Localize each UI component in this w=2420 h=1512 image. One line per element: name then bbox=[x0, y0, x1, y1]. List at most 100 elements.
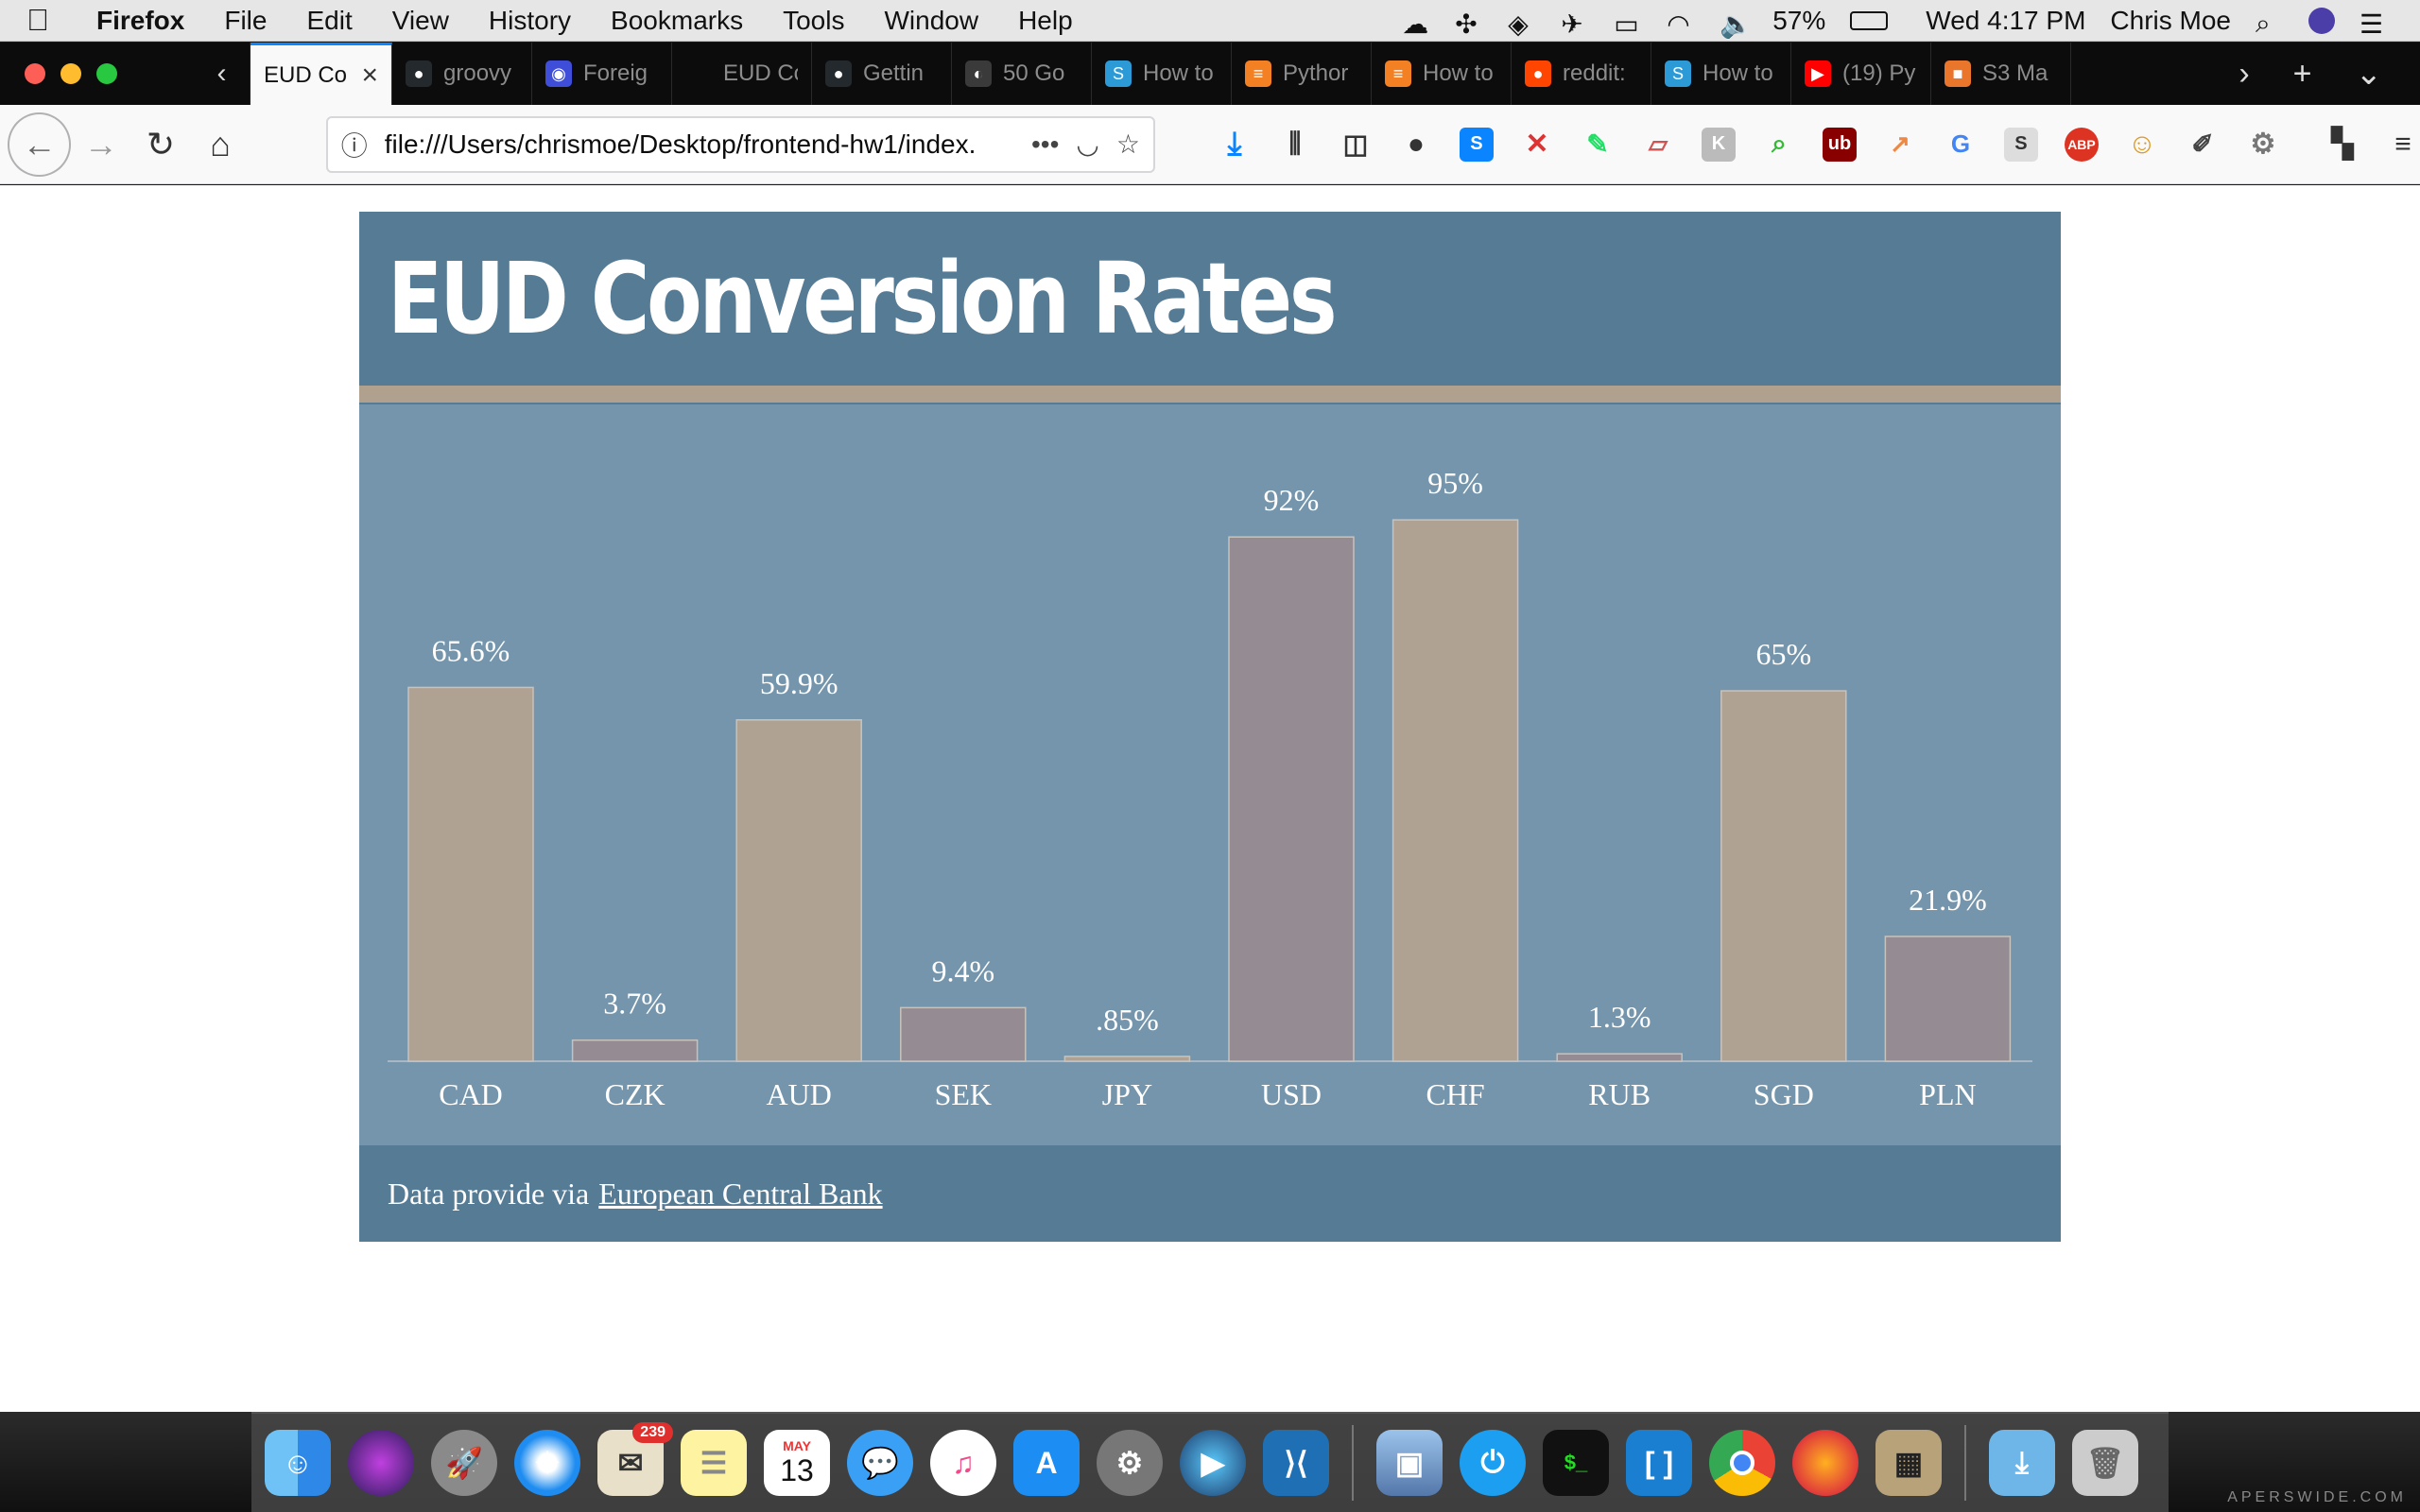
tab[interactable]: ≡ Pythor bbox=[1232, 43, 1372, 105]
extension-chart-icon[interactable]: ↗ bbox=[1890, 129, 1910, 158]
zoom-window-button[interactable] bbox=[96, 63, 117, 84]
system-preferences-icon[interactable]: ⚙ bbox=[1097, 1430, 1163, 1496]
menu-file[interactable]: File bbox=[224, 5, 268, 35]
extension-s-icon[interactable]: S bbox=[1459, 127, 1494, 162]
menu-history[interactable]: History bbox=[488, 5, 572, 35]
chrome-icon[interactable] bbox=[1709, 1430, 1775, 1496]
launchpad-icon[interactable]: 🚀 bbox=[431, 1430, 497, 1496]
menu-window[interactable]: Window bbox=[884, 5, 979, 35]
notes-icon[interactable]: ☰ bbox=[681, 1430, 747, 1496]
tab-active[interactable]: EUD Co × bbox=[251, 43, 392, 105]
value-label-sek: 9.4% bbox=[931, 954, 994, 988]
tab[interactable]: ● reddit: bbox=[1512, 43, 1651, 105]
firefox-dock-icon[interactable] bbox=[1792, 1430, 1858, 1496]
url-bar[interactable]: ⓘ file:///Users/chrismoe/Desktop/fronten… bbox=[325, 115, 1155, 173]
forward-button[interactable]: → bbox=[83, 124, 118, 163]
settings-gear-icon[interactable]: ⚙ bbox=[2250, 129, 2276, 160]
reload-button[interactable]: ↻ bbox=[146, 124, 176, 163]
tampermonkey-icon[interactable]: ☺ bbox=[2127, 128, 2157, 160]
calendar-icon[interactable]: MAY 13 bbox=[764, 1430, 830, 1496]
minimize-window-button[interactable] bbox=[60, 63, 81, 84]
extension-search-icon[interactable]: ⌕ bbox=[1772, 129, 1787, 158]
trash-icon[interactable]: 🗑 bbox=[2072, 1430, 2138, 1496]
finder-icon[interactable]: ☺ bbox=[265, 1430, 331, 1496]
hamburger-menu-icon[interactable]: ≡ bbox=[2394, 128, 2411, 160]
fan-icon[interactable]: ✣ bbox=[1455, 9, 1478, 39]
close-tab-icon[interactable]: × bbox=[361, 59, 378, 91]
bookmark-star-icon[interactable]: ☆ bbox=[1115, 129, 1140, 159]
downloads-folder-icon[interactable]: ⤓ bbox=[1989, 1430, 2055, 1496]
scroll-tabs-left-button[interactable]: ‹ bbox=[194, 43, 251, 105]
quicktime-icon[interactable]: ▶ bbox=[1180, 1430, 1246, 1496]
scroll-tabs-right-button[interactable]: › bbox=[2238, 55, 2250, 92]
notification-center-icon[interactable]: ☰ bbox=[2360, 9, 2384, 39]
library-icon[interactable]: ⫼ bbox=[1288, 129, 1302, 158]
menu-view[interactable]: View bbox=[391, 5, 449, 35]
menu-help[interactable]: Help bbox=[1018, 5, 1073, 35]
menu-edit[interactable]: Edit bbox=[306, 5, 353, 35]
menu-bookmarks[interactable]: Bookmarks bbox=[611, 5, 744, 35]
list-all-tabs-chevron-icon[interactable]: ⌄ bbox=[2355, 56, 2383, 92]
safari-icon[interactable]: ✧ bbox=[514, 1430, 580, 1496]
user-name[interactable]: Chris Moe bbox=[2110, 5, 2231, 35]
siri-dock-icon[interactable] bbox=[348, 1430, 414, 1496]
brackets-icon[interactable]: [ ] bbox=[1626, 1430, 1692, 1496]
adblock-plus-icon[interactable]: ABP bbox=[2064, 127, 2099, 162]
back-button[interactable]: ← bbox=[8, 112, 72, 177]
preview-icon[interactable]: ▣ bbox=[1376, 1430, 1443, 1496]
messages-icon[interactable]: 💬 bbox=[847, 1430, 913, 1496]
extension-k-icon[interactable]: K bbox=[1701, 127, 1736, 162]
tab[interactable]: ◉ Foreig bbox=[532, 43, 672, 105]
tab[interactable]: ≡ How to bbox=[1372, 43, 1512, 105]
extension-s2-icon[interactable]: S bbox=[2003, 127, 2038, 162]
siri-icon[interactable] bbox=[2308, 7, 2335, 34]
app-store-icon[interactable]: A bbox=[1013, 1430, 1080, 1496]
battery-percent[interactable]: 57% bbox=[1772, 5, 1826, 35]
google-translate-icon[interactable]: G bbox=[1950, 129, 1971, 158]
tab[interactable]: ◐ 50 Go bbox=[952, 43, 1092, 105]
home-button[interactable]: ⌂ bbox=[210, 124, 232, 163]
menu-app-name[interactable]: Firefox bbox=[96, 5, 185, 35]
downloads-icon[interactable]: ⤓ bbox=[1227, 126, 1242, 162]
european-central-bank-link[interactable]: European Central Bank bbox=[598, 1176, 883, 1211]
menu-tools[interactable]: Tools bbox=[783, 5, 845, 35]
tab[interactable]: S How to bbox=[1651, 43, 1791, 105]
airplay-icon[interactable]: ▭ bbox=[1614, 9, 1639, 39]
spotlight-search-icon[interactable]: ⌕ bbox=[2256, 8, 2271, 38]
tab[interactable]: ▶ (19) Py bbox=[1791, 43, 1931, 105]
itunes-icon[interactable]: ♫ bbox=[930, 1430, 996, 1496]
tab[interactable]: ● Gettin bbox=[812, 43, 952, 105]
extensions-icon[interactable]: ▚ bbox=[2331, 129, 2354, 160]
value-label-pln: 21.9% bbox=[1909, 883, 1987, 917]
tab[interactable]: ● groovy bbox=[392, 43, 532, 105]
sidebar-icon[interactable]: ◫ bbox=[1342, 129, 1369, 159]
apple-menu-icon[interactable]:  bbox=[26, 3, 78, 38]
tab[interactable]: ■ S3 Ma bbox=[1931, 43, 2071, 105]
page-actions-icon[interactable]: ••• bbox=[1031, 129, 1060, 159]
site-info-icon[interactable]: ⓘ bbox=[340, 130, 368, 161]
close-window-button[interactable] bbox=[25, 63, 45, 84]
extension-pencil-icon[interactable]: ✎ bbox=[1586, 129, 1609, 159]
mail-icon[interactable]: ✉ 239 bbox=[597, 1422, 673, 1496]
volume-icon[interactable]: 🔈 bbox=[1720, 9, 1754, 39]
wifi-icon[interactable]: ◠ bbox=[1667, 9, 1690, 39]
airplane-icon[interactable]: ✈ bbox=[1561, 9, 1583, 39]
ublock-icon[interactable]: ub bbox=[1822, 127, 1857, 162]
vscode-icon[interactable]: ⟩⟨ bbox=[1263, 1430, 1329, 1496]
extension-reader-icon[interactable]: ▱ bbox=[1648, 129, 1668, 158]
url-text[interactable]: file:///Users/chrismoe/Desktop/frontend-… bbox=[384, 129, 977, 159]
terminal-icon[interactable]: $_ bbox=[1543, 1430, 1609, 1496]
pocket-icon[interactable]: ◡ bbox=[1076, 129, 1099, 159]
new-tab-button[interactable]: + bbox=[2292, 55, 2312, 92]
extension-x-icon[interactable]: ✕ bbox=[1525, 129, 1549, 160]
tab[interactable]: S How to bbox=[1092, 43, 1232, 105]
eyedropper-icon[interactable]: ✐ bbox=[2191, 129, 2214, 159]
cloud-upload-icon[interactable]: ☁ bbox=[1402, 9, 1429, 39]
datetime[interactable]: Wed 4:17 PM bbox=[1926, 5, 2086, 35]
account-icon[interactable]: ● bbox=[1407, 128, 1426, 160]
tab[interactable]: EUD Conve bbox=[672, 43, 812, 105]
battery-icon[interactable] bbox=[1850, 10, 1889, 30]
dropbox-icon[interactable]: ◈ bbox=[1508, 9, 1529, 39]
dashlane-icon[interactable]: ⏻ bbox=[1460, 1430, 1526, 1496]
calculator-icon[interactable]: ▦ bbox=[1876, 1430, 1942, 1496]
